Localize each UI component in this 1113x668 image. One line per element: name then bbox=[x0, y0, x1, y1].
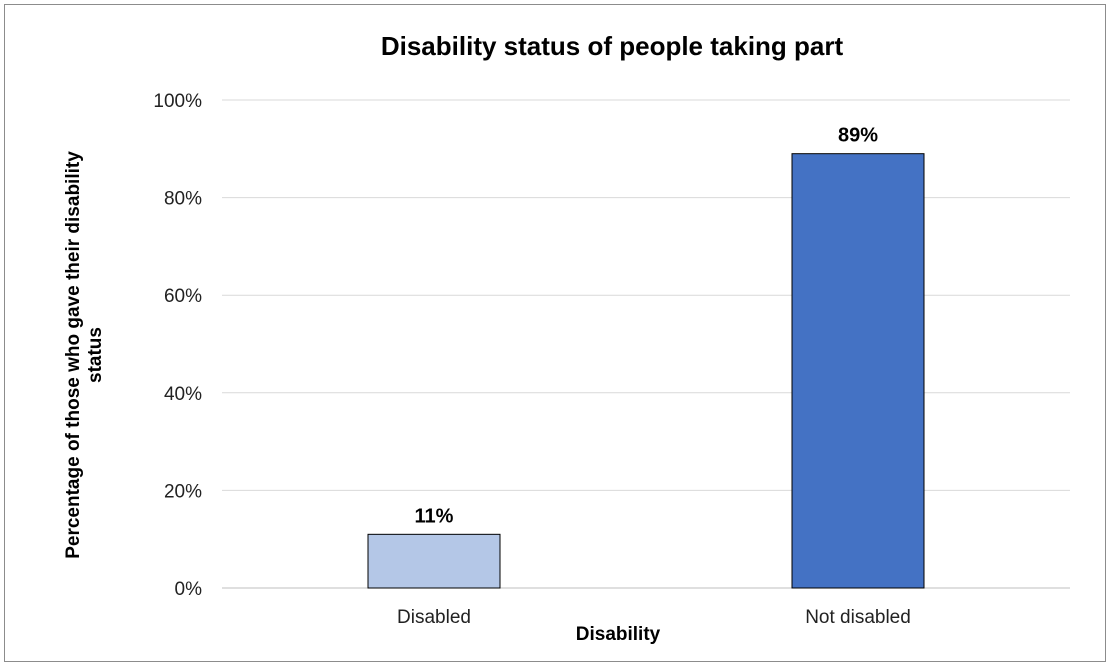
x-tick-label: Disabled bbox=[397, 607, 471, 628]
data-labels: 11% 89% bbox=[415, 125, 879, 528]
y-tick-label: 60% bbox=[164, 286, 202, 307]
bar bbox=[791, 153, 925, 589]
y-axis-title: Percentage of those who gave their disab… bbox=[63, 151, 106, 559]
y-tick-label: 0% bbox=[175, 579, 203, 600]
y-axis-title-line-1: Percentage of those who gave their disab… bbox=[63, 151, 84, 559]
bar-value-label: 11% bbox=[415, 505, 454, 527]
y-tick-label: 80% bbox=[164, 189, 202, 210]
bars bbox=[367, 153, 925, 589]
y-tick-label: 40% bbox=[164, 384, 202, 405]
x-tick-label: Not disabled bbox=[805, 607, 911, 628]
y-tick-label: 20% bbox=[164, 481, 202, 502]
y-axis-title-line-2: status bbox=[85, 327, 106, 383]
bar-value-label: 89% bbox=[838, 125, 878, 147]
chart-title: Disability status of people taking part bbox=[381, 31, 844, 61]
bar bbox=[367, 533, 501, 589]
x-axis-ticks: Disabled Not disabled bbox=[397, 607, 911, 628]
x-axis-title: Disability bbox=[576, 624, 661, 645]
y-tick-label: 100% bbox=[153, 91, 202, 112]
y-axis-ticks: 0% 20% 40% 60% 80% 100% bbox=[153, 91, 202, 600]
gridlines bbox=[222, 99, 1070, 589]
